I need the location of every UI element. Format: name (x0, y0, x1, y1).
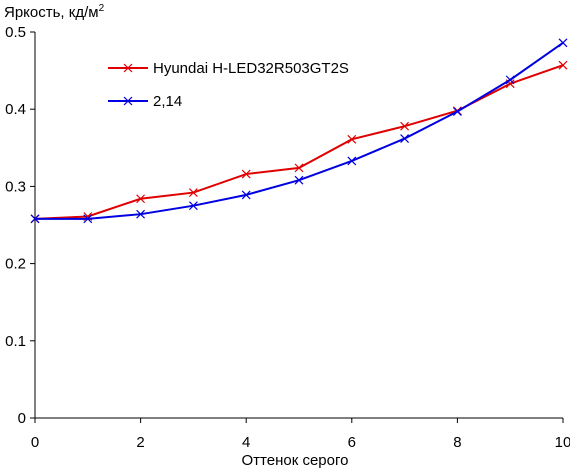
data-point (347, 134, 357, 144)
y-tick-label: 0.5 (5, 24, 26, 41)
data-point (188, 188, 198, 198)
series-line (34, 64, 564, 220)
data-point (558, 38, 568, 48)
legend-label: Hyundai H-LED32R503GT2S (153, 60, 349, 77)
data-point (30, 214, 40, 224)
data-point (452, 107, 462, 116)
y-tick-label: 0 (18, 410, 26, 427)
y-axis-title-main: Яркость, кд/м (4, 4, 99, 21)
data-point (241, 169, 251, 179)
legend-item: Hyundai H-LED32R503GT2S (108, 60, 349, 77)
series-2 (30, 38, 568, 224)
data-point (347, 156, 357, 166)
legend: Hyundai H-LED32R503GT2S 2,14 (108, 60, 349, 110)
data-point (294, 163, 304, 173)
x-tick-label: 0 (31, 434, 39, 451)
data-point (400, 121, 410, 131)
series-layer (30, 38, 568, 224)
y-axis-title-superscript: 2 (99, 3, 105, 14)
data-point (505, 75, 515, 85)
data-point (241, 190, 251, 200)
data-point (136, 209, 146, 219)
data-point (188, 201, 198, 211)
x-tick-label: 2 (136, 434, 144, 451)
legend-item: 2,14 (108, 93, 182, 110)
data-point (558, 60, 568, 70)
x-tick-label: 8 (453, 434, 461, 451)
data-point (136, 194, 146, 204)
y-axis-ticks: 0 0.1 0.2 0.3 0.4 0.5 (5, 24, 35, 427)
y-axis-title: Яркость, кд/м2 (4, 3, 105, 21)
y-tick-label: 0.2 (5, 256, 26, 273)
x-axis-ticks: 0 2 4 6 8 10 (31, 418, 570, 451)
series-1 (30, 60, 568, 224)
x-tick-label: 10 (555, 434, 570, 451)
data-point (400, 134, 410, 143)
x-tick-label: 4 (242, 434, 250, 451)
x-tick-label: 6 (348, 434, 356, 451)
data-point (83, 214, 93, 224)
x-axis-title: Оттенок серого (242, 452, 349, 468)
legend-label: 2,14 (153, 93, 182, 110)
y-tick-label: 0.1 (5, 333, 26, 350)
y-tick-label: 0.4 (5, 101, 26, 118)
y-tick-label: 0.3 (5, 178, 26, 195)
data-point (294, 175, 304, 185)
